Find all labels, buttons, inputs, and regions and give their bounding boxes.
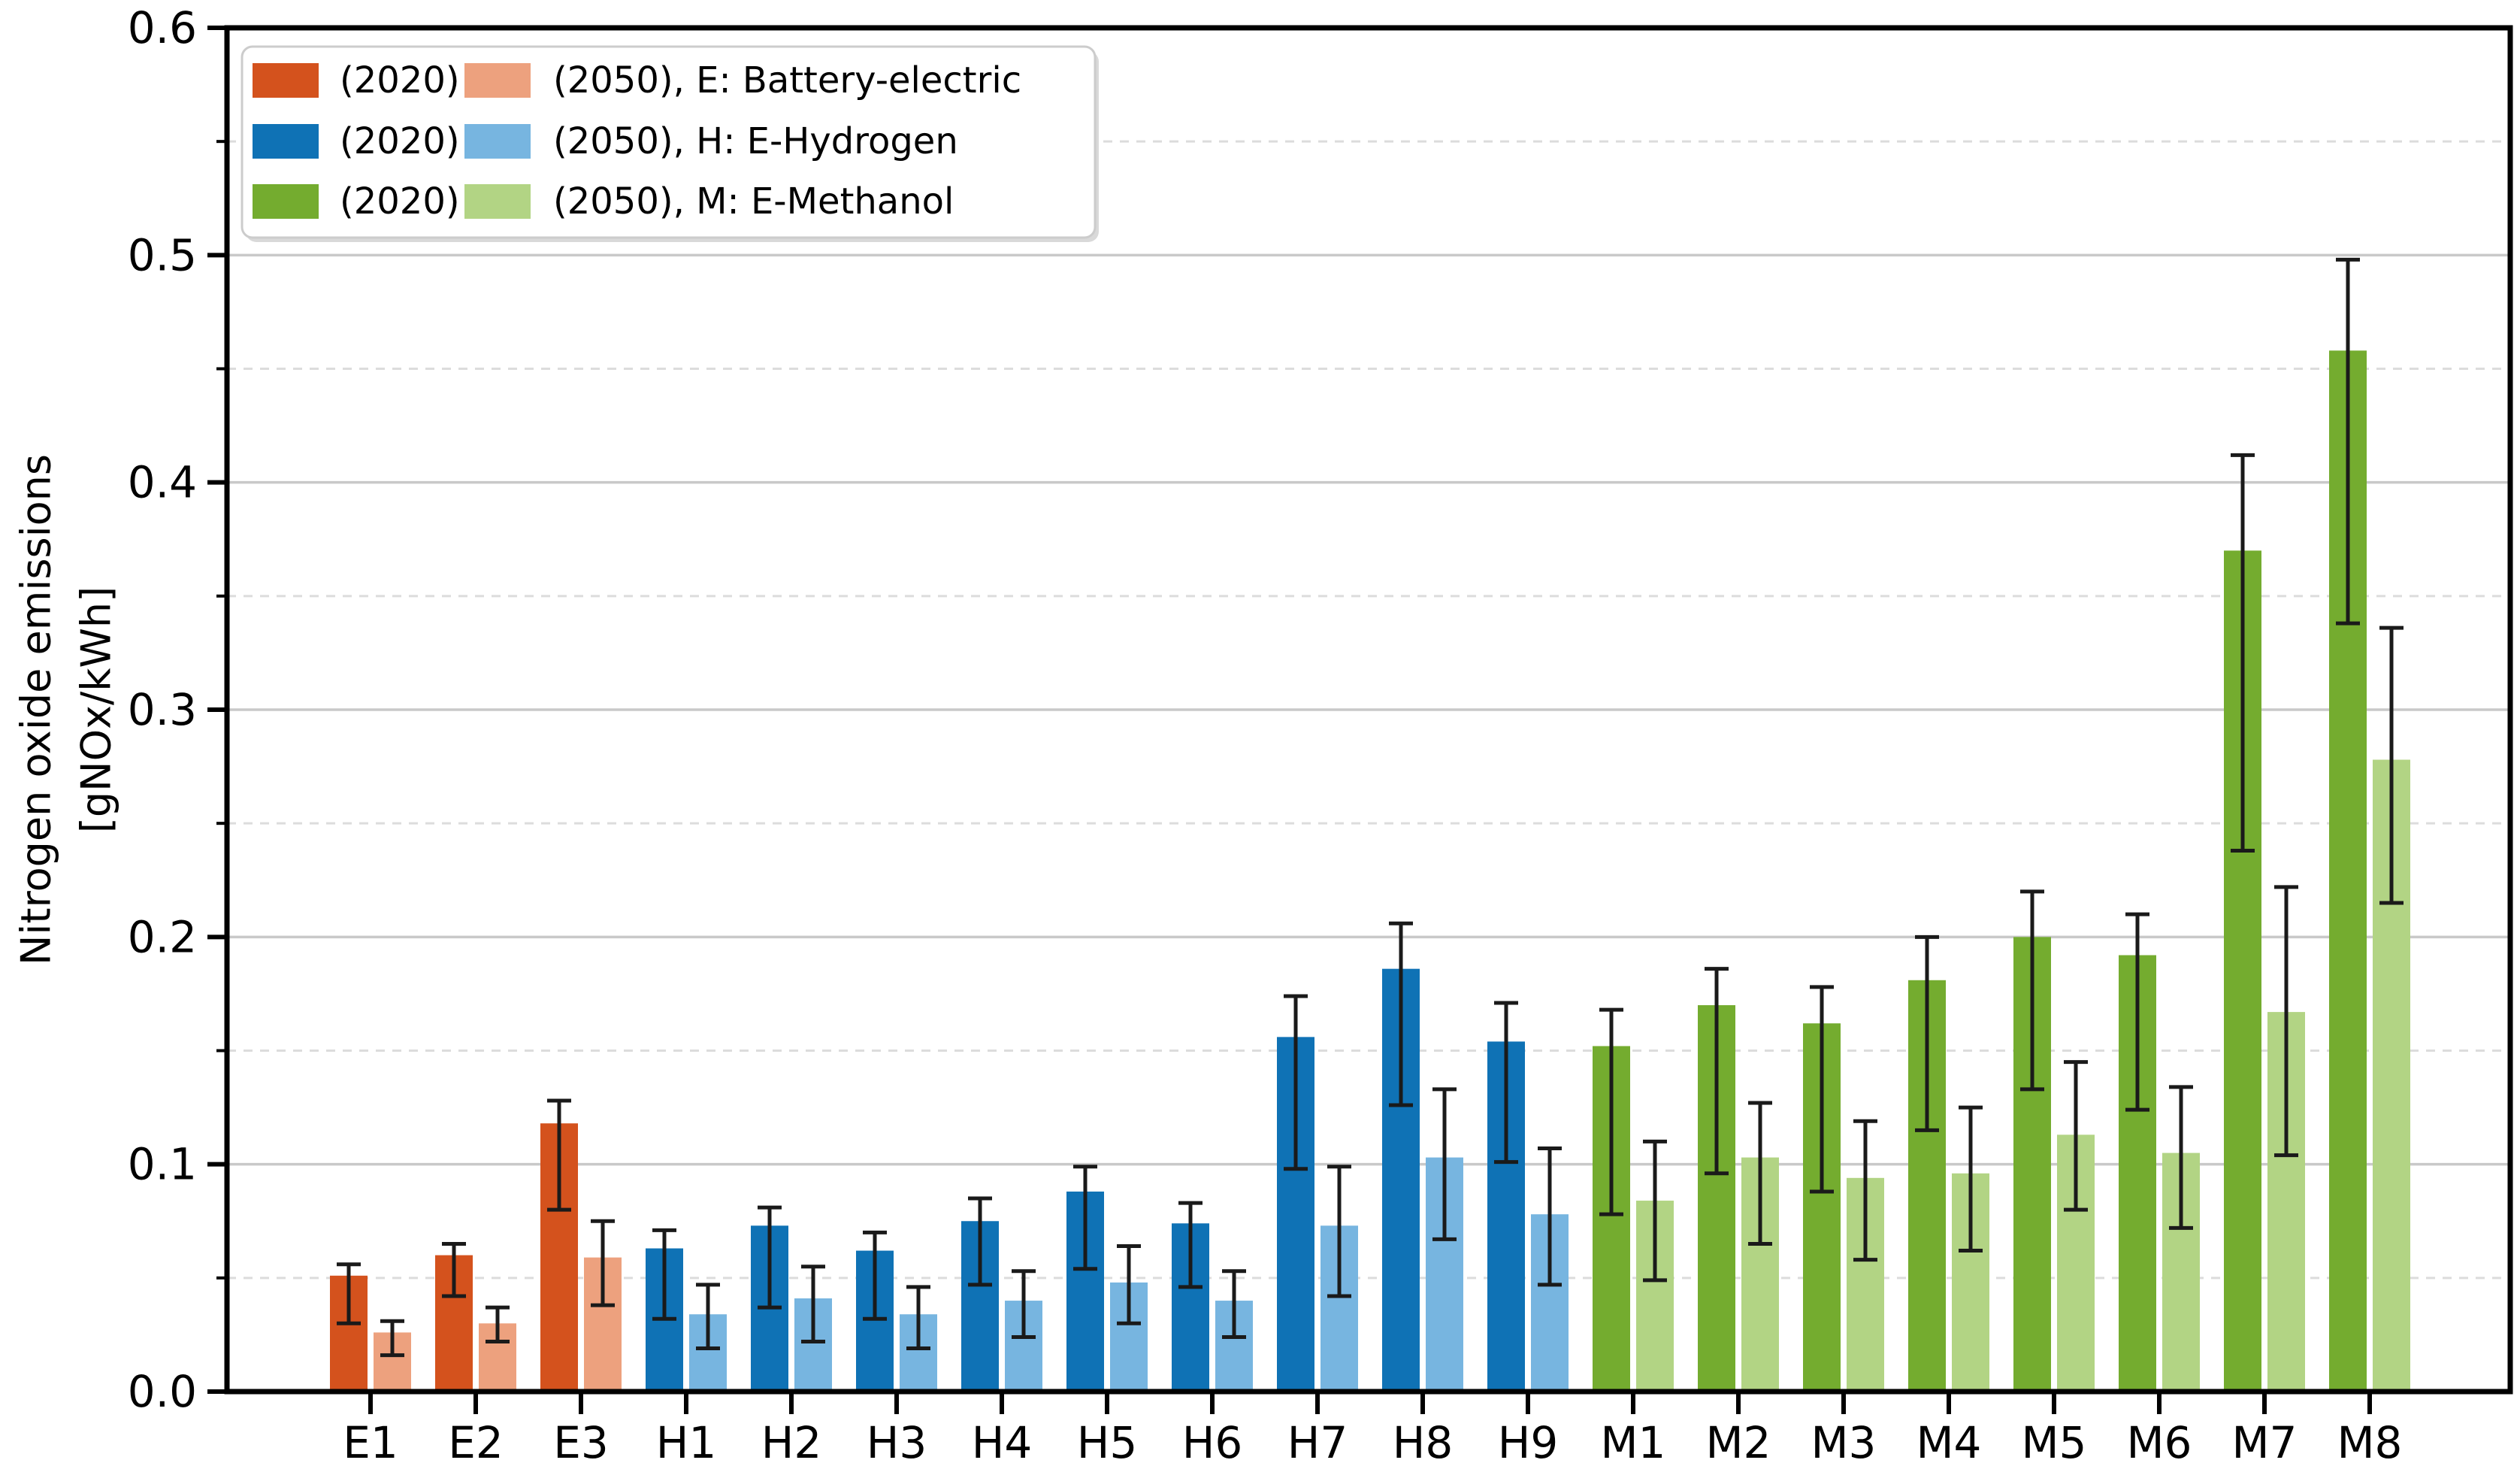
- y-tick-label-0.6: 0.6: [128, 2, 197, 53]
- errorbar-H1-2020: [652, 1228, 676, 1321]
- legend-label-2020-battery-electric: (2020): [340, 59, 460, 101]
- errorbar-H9-2020: [1494, 1001, 1518, 1165]
- legend-row-e-hydrogen: (2020) (2050), H: E-Hydrogen: [253, 120, 958, 162]
- x-tick-label-H3: H3: [867, 1417, 927, 1463]
- errorbar-M8-2020: [2336, 257, 2360, 625]
- errorbar-M2-2020: [1705, 967, 1729, 1176]
- y-tick-label-0.0: 0.0: [128, 1366, 197, 1417]
- x-tick-label-E3: E3: [553, 1417, 609, 1463]
- x-tick-label-H6: H6: [1182, 1417, 1243, 1463]
- x-tick-label-H7: H7: [1287, 1417, 1348, 1463]
- legend-label-2020-e-hydrogen: (2020): [340, 120, 460, 162]
- errorbar-H8-2050: [1432, 1087, 1457, 1241]
- errorbar-H2-2050: [801, 1265, 825, 1343]
- x-tick-label-M5: M5: [2022, 1417, 2087, 1463]
- x-tick-label-M7: M7: [2232, 1417, 2298, 1463]
- errorbar-M1-2050: [1643, 1139, 1667, 1283]
- legend-label-2050-battery-electric: (2050), E: Battery-electric: [553, 59, 1021, 101]
- errorbar-M4-2020: [1915, 934, 1939, 1132]
- legend: (2020) (2050), E: Battery-electric(2020)(…: [241, 45, 1099, 242]
- errorbar-H8-2020: [1389, 921, 1413, 1107]
- legend-swatch-2050-e-hydrogen: [464, 124, 531, 159]
- errorbar-M5-2020: [2020, 889, 2044, 1092]
- errorbar-H4-2050: [1012, 1269, 1036, 1339]
- x-tick-label-M2: M2: [1706, 1417, 1771, 1463]
- x-tick-label-E1: E1: [343, 1417, 398, 1463]
- x-tick-label-M1: M1: [1601, 1417, 1666, 1463]
- errorbar-H3-2050: [906, 1285, 930, 1351]
- errorbar-M7-2020: [2231, 453, 2255, 853]
- legend-swatch-2020-e-methanol: [253, 184, 319, 219]
- legend-swatch-2020-battery-electric: [253, 63, 319, 98]
- y-tick-label-0.4: 0.4: [128, 457, 197, 508]
- legend-box: [241, 45, 1097, 239]
- x-tick-label-M8: M8: [2337, 1417, 2403, 1463]
- errorbar-M3-2020: [1810, 985, 1834, 1194]
- legend-swatch-2050-battery-electric: [464, 63, 531, 98]
- y-tick-label-0.2: 0.2: [128, 911, 197, 962]
- y-tick-label-0.5: 0.5: [128, 229, 197, 280]
- errorbar-M6-2050: [2169, 1085, 2193, 1230]
- legend-row-battery-electric: (2020) (2050), E: Battery-electric: [253, 59, 1021, 101]
- errorbar-H1-2050: [696, 1283, 720, 1351]
- errorbar-M1-2020: [1599, 1007, 1623, 1216]
- errorbar-M2-2050: [1748, 1101, 1772, 1246]
- x-tick-label-H9: H9: [1498, 1417, 1559, 1463]
- axes: E1 E2 E3 H1 H2 H3 H4 H5 H6 H7 H8 H9 M1 M2 M3 M4 M5 M6 M7 M8…: [13, 2, 2513, 1463]
- errorbar-E2-2050: [486, 1305, 510, 1343]
- errorbar-E1-2020: [337, 1262, 361, 1325]
- error-bars: [337, 257, 2404, 1358]
- x-tick-label-H4: H4: [972, 1417, 1033, 1463]
- errorbar-M3-2050: [1853, 1119, 1877, 1262]
- errorbar-M5-2050: [2064, 1060, 2088, 1212]
- errorbar-H6-2020: [1178, 1201, 1203, 1289]
- errorbar-M4-2050: [1959, 1105, 1983, 1253]
- legend-label-2050-e-methanol: (2050), M: E-Methanol: [553, 180, 954, 223]
- x-tick-label-E2: E2: [448, 1417, 504, 1463]
- errorbar-M7-2050: [2274, 885, 2298, 1158]
- errorbar-E2-2020: [442, 1241, 466, 1298]
- x-tick-label-H5: H5: [1077, 1417, 1138, 1463]
- errorbar-M8-2050: [2379, 625, 2404, 905]
- legend-swatch-2050-e-methanol: [464, 184, 531, 219]
- errorbar-H9-2050: [1538, 1146, 1562, 1287]
- plot-spines: [224, 25, 2513, 1395]
- errorbar-H5-2020: [1073, 1165, 1097, 1271]
- errorbar-H2-2020: [758, 1205, 782, 1310]
- gridlines: [227, 140, 2510, 1280]
- y-axis-label-line1: Nitrogen oxide emissions: [13, 454, 60, 965]
- legend-row-e-methanol: (2020) (2050), M: E-Methanol: [253, 180, 954, 223]
- legend-swatch-2020-e-hydrogen: [253, 124, 319, 159]
- errorbar-E3-2050: [591, 1219, 615, 1307]
- errorbar-H6-2050: [1222, 1269, 1246, 1339]
- x-tick-label-M3: M3: [1811, 1417, 1877, 1463]
- errorbar-H5-2050: [1117, 1244, 1141, 1325]
- errorbar-H7-2020: [1284, 994, 1308, 1171]
- x-tick-label-M6: M6: [2127, 1417, 2192, 1463]
- x-tick-label-H2: H2: [761, 1417, 822, 1463]
- x-tick-label-H8: H8: [1393, 1417, 1454, 1463]
- y-axis-label-line2: [gNOx/kWh]: [73, 586, 120, 833]
- y-tick-label-0.1: 0.1: [128, 1139, 197, 1190]
- legend-label-2050-e-hydrogen: (2050), H: E-Hydrogen: [553, 120, 958, 162]
- errorbar-H4-2020: [968, 1196, 992, 1287]
- y-tick-label-0.3: 0.3: [128, 684, 197, 735]
- errorbar-H7-2050: [1327, 1165, 1351, 1298]
- legend-label-2020-e-methanol: (2020): [340, 180, 460, 223]
- errorbar-E3-2020: [547, 1098, 571, 1212]
- x-tick-label-H1: H1: [656, 1417, 717, 1463]
- errorbar-M6-2020: [2125, 912, 2149, 1112]
- errorbar-H3-2020: [863, 1230, 887, 1321]
- errorbar-E1-2050: [380, 1319, 404, 1358]
- x-tick-label-M4: M4: [1916, 1417, 1982, 1463]
